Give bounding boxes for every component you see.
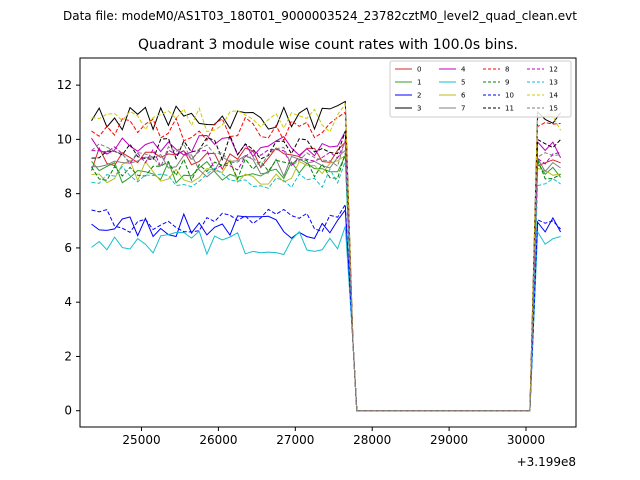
x-tick-label: 28000 [353,433,391,447]
series-line-11 [91,131,561,412]
series-line-6 [91,154,561,412]
legend-label-10: 10 [505,92,514,100]
series-line-1 [91,155,561,412]
y-tick-label: 2 [64,349,72,363]
legend-label-14: 14 [549,92,558,100]
legend-label-9: 9 [505,79,509,87]
series-line-9 [91,152,561,412]
x-tick-label: 27000 [276,433,314,447]
legend-label-15: 15 [549,105,558,113]
legend-label-12: 12 [549,66,558,74]
x-tick-label: 26000 [199,433,237,447]
y-tick-label: 4 [64,295,72,309]
y-tick-label: 6 [64,241,72,255]
y-tick-label: 10 [57,132,72,146]
series-lines [91,100,562,412]
legend-label-8: 8 [505,66,509,74]
x-tick-label: 29000 [430,433,468,447]
y-tick-label: 0 [64,404,72,418]
series-line-10 [91,202,561,412]
series-line-15 [91,139,561,412]
legend-label-0: 0 [417,66,421,74]
legend-label-3: 3 [417,105,421,113]
plot-area-frame [79,57,577,428]
chart-title: Quadrant 3 module wise count rates with … [138,37,518,53]
x-axis-offset-label: +3.199e8 [517,455,576,469]
x-tick-label: 30000 [507,433,545,447]
legend-box [389,60,572,118]
legend-label-1: 1 [417,79,421,87]
y-tick-label: 12 [57,78,72,92]
series-line-0 [91,140,561,412]
legend-label-11: 11 [505,105,514,113]
series-line-7 [91,149,561,412]
series-line-3 [91,100,562,412]
legend-label-5: 5 [461,79,465,87]
legend-label-13: 13 [549,79,558,87]
legend-label-7: 7 [461,105,465,113]
series-line-4 [91,129,562,412]
series-line-5 [91,226,561,412]
legend-label-6: 6 [461,92,466,100]
x-tick-label: 25000 [122,433,160,447]
legend-label-2: 2 [417,92,421,100]
data-file-label: Data file: modeM0/AS1T03_180T01_90000035… [63,9,577,23]
series-line-14 [91,102,562,412]
series-line-13 [91,160,561,412]
y-tick-label: 8 [64,187,72,201]
legend-label-4: 4 [461,66,466,74]
series-line-2 [91,208,562,412]
series-line-12 [91,141,561,412]
